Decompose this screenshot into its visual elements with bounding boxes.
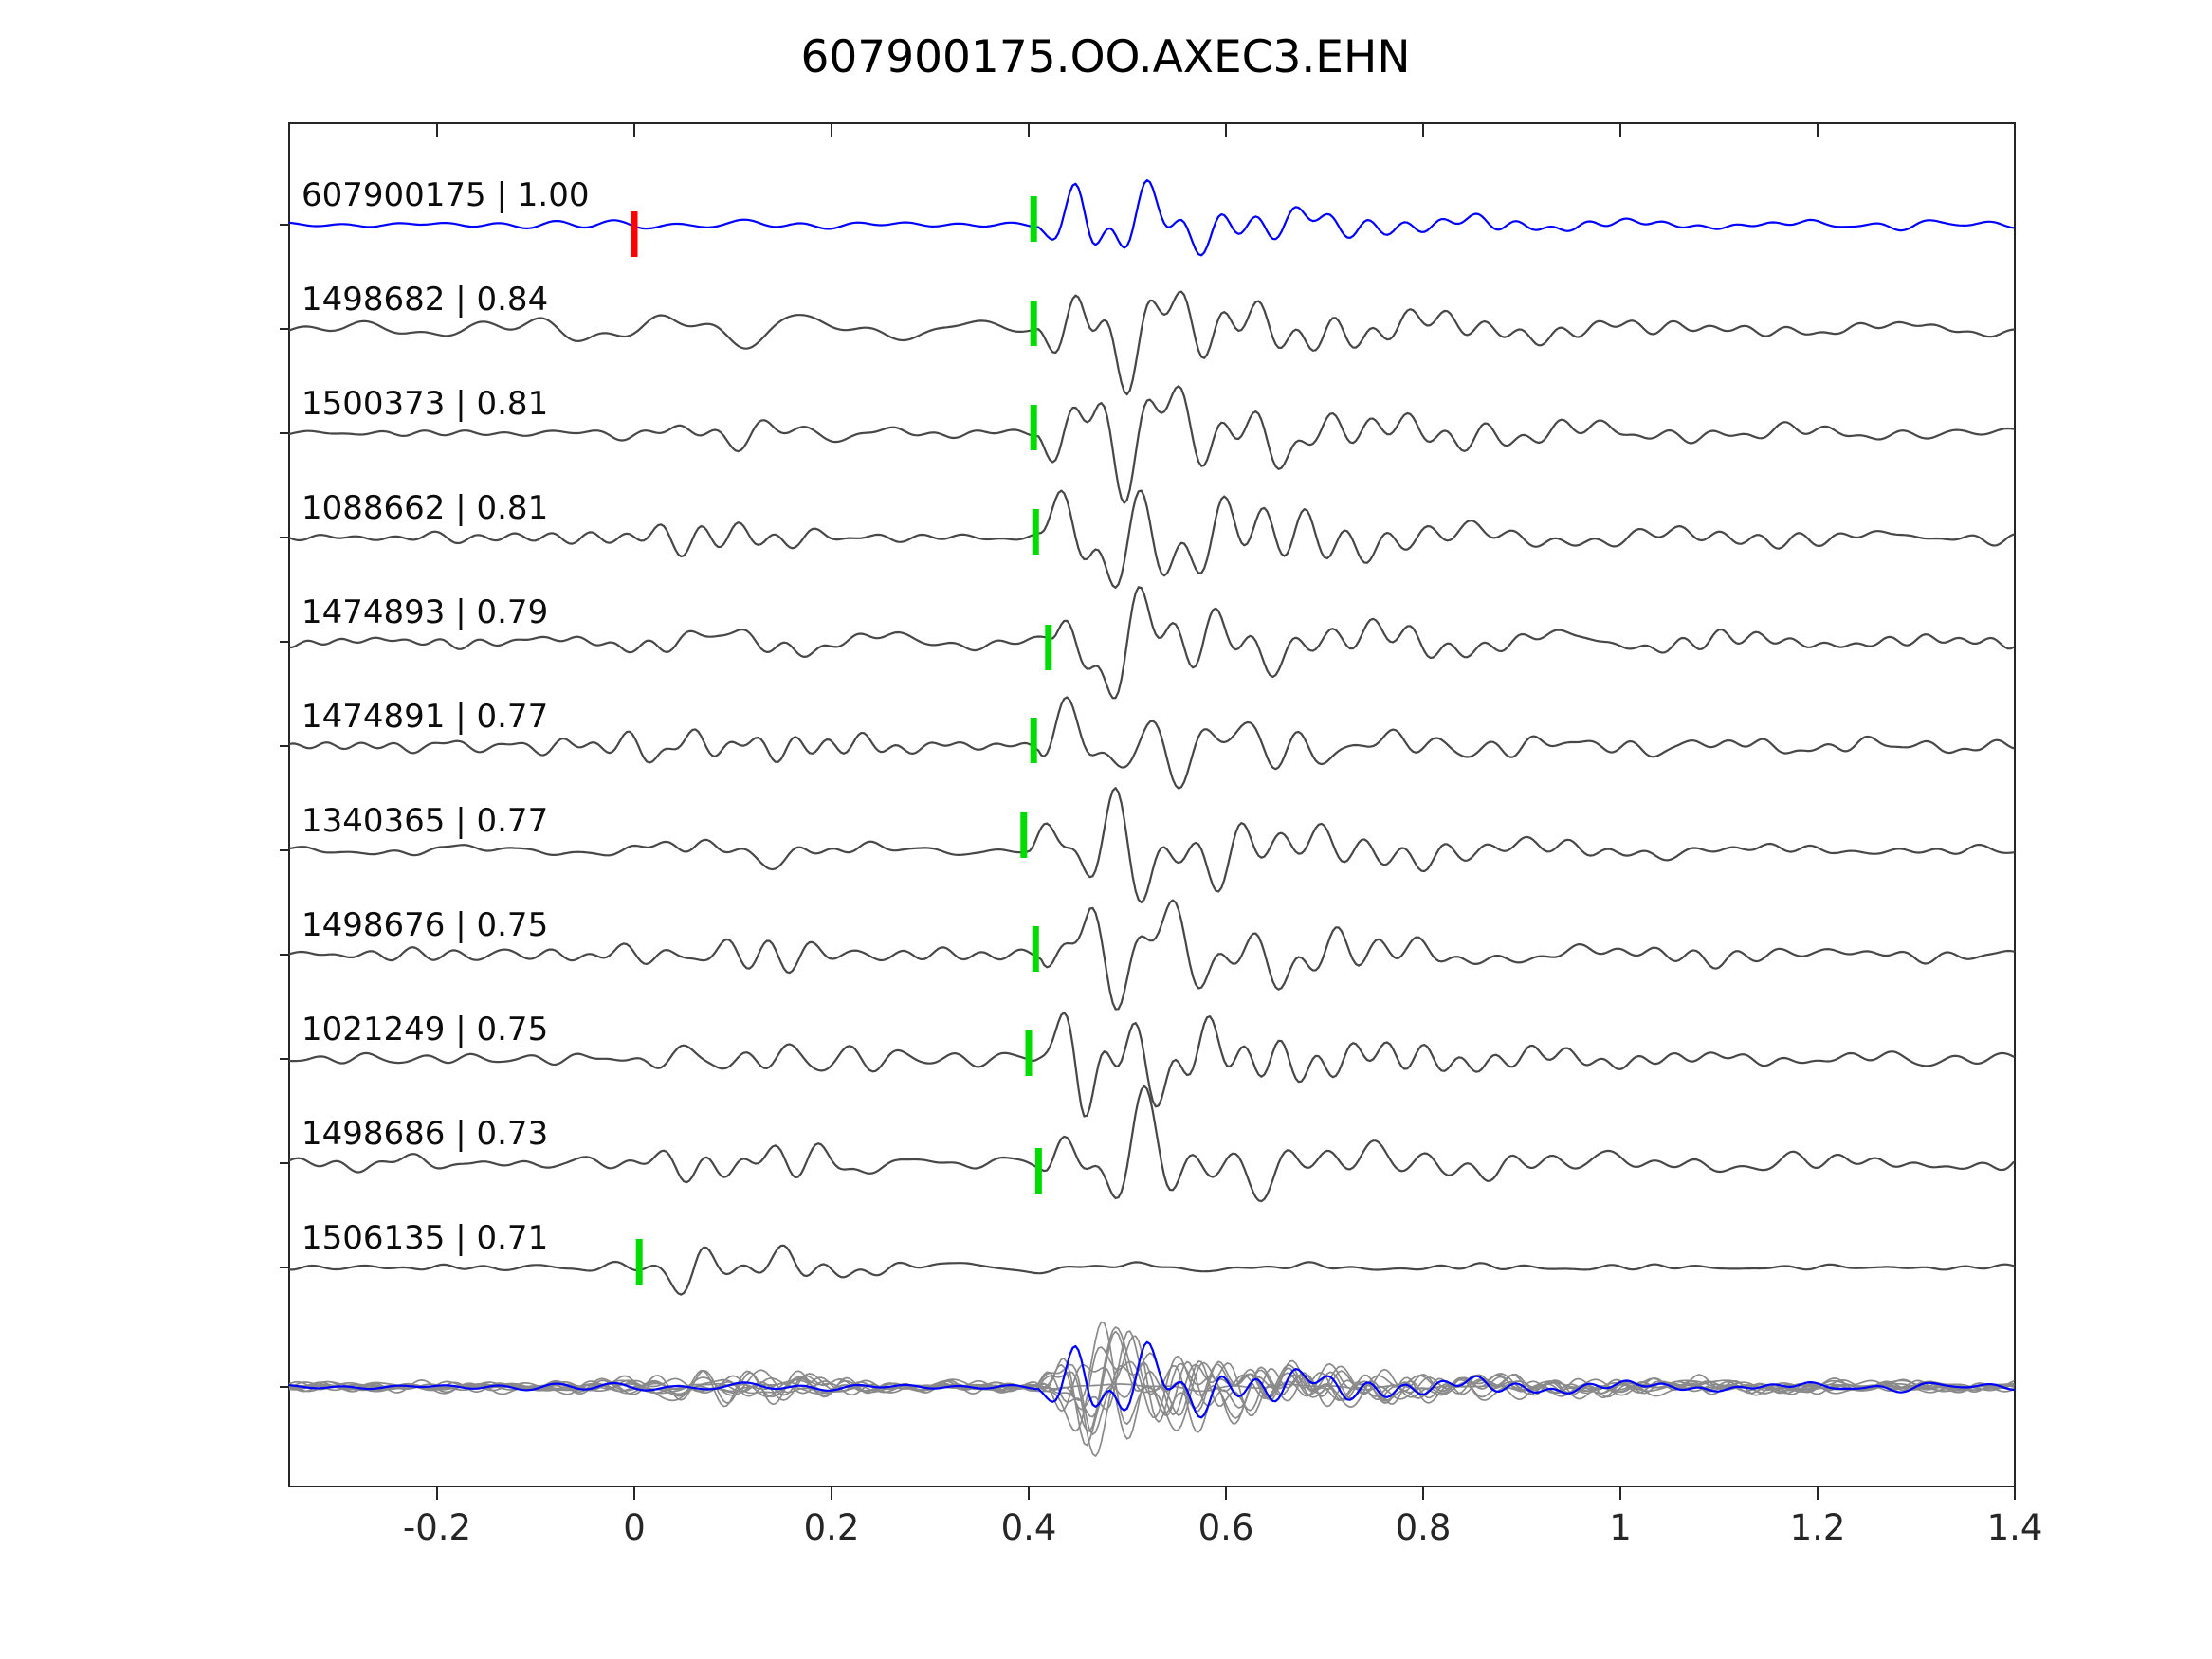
trace-label-1474893: 1474893 | 0.79 xyxy=(302,593,548,631)
detection-waveform-1498686 xyxy=(289,1085,2015,1203)
detection-waveform-1498682 xyxy=(289,290,2015,396)
trace-label-1498676: 1498676 | 0.75 xyxy=(302,906,548,944)
overlay-waveform-8 xyxy=(289,1326,2015,1432)
pick-marker-green xyxy=(1032,926,1039,972)
detection-waveform-1340365 xyxy=(289,787,2015,904)
x-tick-label: 0.2 xyxy=(804,1507,860,1548)
detection-waveform-1474891 xyxy=(289,696,2015,790)
trace-label-1340365: 1340365 | 0.77 xyxy=(302,802,548,840)
pick-marker-green xyxy=(1020,812,1028,858)
trace-label-1500373: 1500373 | 0.81 xyxy=(302,385,548,423)
detection-waveform-1498676 xyxy=(289,899,2015,1011)
pick-marker-green xyxy=(635,1239,643,1285)
x-tick-label: 0.6 xyxy=(1198,1507,1254,1548)
trace-label-607900175: 607900175 | 1.00 xyxy=(302,176,589,214)
x-tick-label: 0.8 xyxy=(1396,1507,1452,1548)
pick-markers xyxy=(631,196,1052,1285)
trace-labels: 607900175 | 1.00 1498682 | 0.84 1500373 | … xyxy=(302,176,589,1257)
trace-label-1498686: 1498686 | 0.73 xyxy=(302,1115,548,1153)
template-waveform-607900175 xyxy=(289,179,2015,257)
x-tick-label: 0 xyxy=(623,1507,646,1548)
trace-label-1506135: 1506135 | 0.71 xyxy=(302,1219,548,1257)
overlay-waveform-6 xyxy=(289,1346,2015,1432)
pick-marker-green xyxy=(1030,196,1037,242)
pick-marker-green xyxy=(1045,625,1052,670)
pick-marker-green xyxy=(1030,301,1037,346)
pick-marker-green xyxy=(1030,405,1037,450)
trace-label-1088662: 1088662 | 0.81 xyxy=(302,489,548,527)
trace-label-1498682: 1498682 | 0.84 xyxy=(302,281,548,319)
trace-label-1474891: 1474891 | 0.77 xyxy=(302,698,548,736)
x-tick-labels: -0.2 0 0.2 0.4 0.6 0.8 1 1.2 1.4 xyxy=(403,1507,2043,1548)
overlay-waveform-5 xyxy=(289,1361,2015,1435)
detection-waveform-1500373 xyxy=(289,385,2015,504)
pick-marker-green xyxy=(1032,509,1039,555)
detection-waveform-1506135 xyxy=(289,1244,2015,1296)
overlay-waveform-10 xyxy=(289,1340,2015,1419)
pick-marker-red xyxy=(631,211,638,257)
detection-waveform-1088662 xyxy=(289,489,2015,589)
trace-label-1021249: 1021249 | 0.75 xyxy=(302,1011,548,1048)
detection-waveform-1474893 xyxy=(289,586,2015,700)
x-tick-label: 1.2 xyxy=(1790,1507,1846,1548)
overlay-waveform-9 xyxy=(289,1376,2015,1396)
axis-ticks xyxy=(280,123,2016,1500)
pick-marker-green xyxy=(1034,1148,1042,1194)
chart-title: 607900175.OO.AXEC3.EHN xyxy=(801,31,1411,83)
x-tick-label: 0.4 xyxy=(1001,1507,1057,1548)
pick-marker-green xyxy=(1025,1030,1033,1076)
pick-marker-green xyxy=(1030,718,1037,763)
x-tick-label: -0.2 xyxy=(403,1507,471,1548)
x-tick-label: 1 xyxy=(1609,1507,1632,1548)
plot-border xyxy=(288,122,2016,1487)
waveform-traces xyxy=(289,179,2015,1457)
x-tick-label: 1.4 xyxy=(1987,1507,2043,1548)
detection-waveform-1021249 xyxy=(289,1012,2015,1118)
